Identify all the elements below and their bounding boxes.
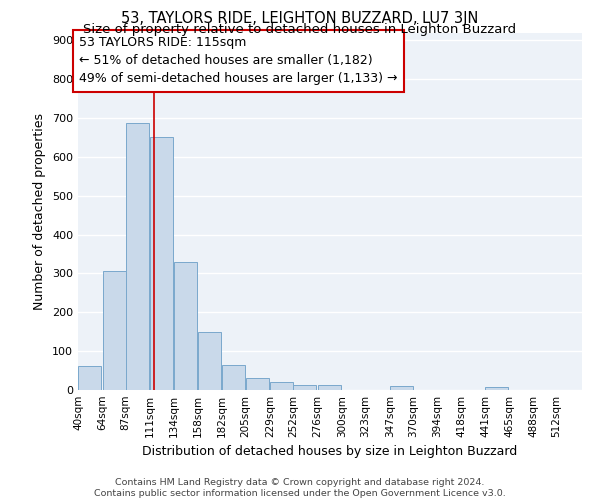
Bar — [223, 364, 245, 390]
Bar — [150, 136, 173, 390]
Text: 53 TAYLORS RIDE: 115sqm
← 51% of detached houses are smaller (1,182)
49% of semi: 53 TAYLORS RIDE: 115sqm ← 51% of detache… — [79, 36, 398, 86]
Y-axis label: Number of detached properties: Number of detached properties — [34, 113, 46, 310]
Bar — [293, 386, 316, 390]
Bar — [78, 366, 101, 390]
Text: Size of property relative to detached houses in Leighton Buzzard: Size of property relative to detached ho… — [83, 22, 517, 36]
Bar — [126, 122, 149, 390]
Text: Contains HM Land Registry data © Crown copyright and database right 2024.
Contai: Contains HM Land Registry data © Crown c… — [94, 478, 506, 498]
Bar — [198, 332, 221, 390]
Bar — [246, 378, 269, 390]
Bar — [390, 386, 413, 390]
X-axis label: Distribution of detached houses by size in Leighton Buzzard: Distribution of detached houses by size … — [142, 446, 518, 458]
Bar — [270, 382, 293, 390]
Bar — [173, 262, 197, 390]
Text: 53, TAYLORS RIDE, LEIGHTON BUZZARD, LU7 3JN: 53, TAYLORS RIDE, LEIGHTON BUZZARD, LU7 … — [121, 11, 479, 26]
Bar — [103, 272, 125, 390]
Bar — [318, 386, 341, 390]
Bar — [485, 387, 508, 390]
